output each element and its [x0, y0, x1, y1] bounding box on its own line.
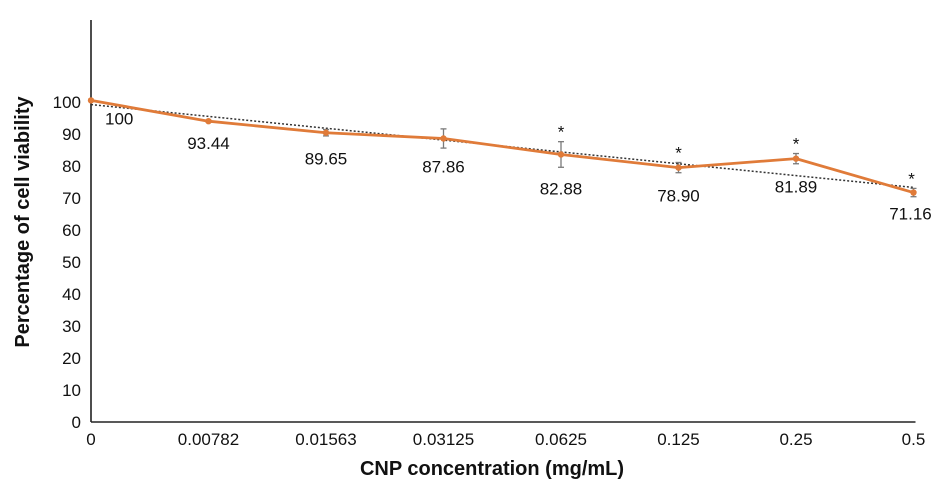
data-label-layer: 100 93.44 89.65 87.86 82.88 78.90 81.89 71.16 — [105, 109, 932, 223]
data-point — [675, 164, 682, 171]
x-axis-title: CNP concentration (mg/mL) — [360, 458, 624, 480]
x-tick-label: 0.00782 — [178, 430, 239, 449]
data-point — [557, 151, 565, 158]
significance-mark: * — [675, 143, 682, 162]
data-point — [440, 135, 447, 142]
data-point — [792, 155, 800, 162]
y-tick-label: 70 — [62, 189, 81, 208]
data-point — [910, 189, 917, 196]
y-tick-label: 50 — [62, 253, 81, 272]
y-tick-label: 20 — [62, 349, 81, 368]
y-tick-label: 30 — [62, 317, 81, 336]
data-label: 89.65 — [305, 150, 348, 169]
series-layer — [90, 99, 914, 194]
y-tick-label: 60 — [62, 221, 81, 240]
data-point — [87, 97, 95, 104]
x-tick-label: 0.125 — [657, 430, 700, 449]
y-axis-title: Percentage of cell viability — [12, 96, 34, 348]
data-point — [322, 129, 330, 136]
x-tick-label: 0.25 — [779, 430, 812, 449]
x-tick-label: 0 — [86, 430, 95, 449]
y-tick-label: 100 — [53, 93, 81, 112]
x-tick-label: 0.03125 — [413, 430, 474, 449]
significance-mark: * — [793, 135, 800, 154]
y-tick-label: 90 — [62, 125, 81, 144]
y-tick-label: 80 — [62, 157, 81, 176]
y-tick-label: 40 — [62, 285, 81, 304]
x-tick-label: 0.01563 — [295, 430, 356, 449]
significance-layer: * * * * — [558, 123, 916, 189]
data-label: 71.16 — [889, 205, 932, 224]
x-tick-labels: 0 0.00782 0.01563 0.03125 0.0625 0.125 0.25 0.5 — [86, 430, 925, 449]
y-tick-label: 0 — [72, 413, 81, 432]
data-label: 93.44 — [187, 134, 230, 153]
axes — [90, 20, 916, 423]
y-tick-label: 10 — [62, 381, 81, 400]
data-label: 78.90 — [657, 187, 700, 206]
x-tick-label: 0.5 — [902, 430, 926, 449]
significance-mark: * — [558, 123, 565, 142]
series-line — [90, 99, 914, 194]
data-label: 82.88 — [540, 179, 583, 198]
data-label: 87.86 — [422, 157, 465, 176]
data-point — [205, 118, 212, 125]
data-label: 100 — [105, 109, 133, 128]
data-label: 81.89 — [775, 178, 818, 197]
significance-mark: * — [908, 169, 915, 188]
x-tick-label: 0.0625 — [535, 430, 587, 449]
point-layer — [87, 97, 917, 196]
y-tick-labels: 0 10 20 30 40 50 60 70 80 90 100 — [53, 93, 81, 432]
